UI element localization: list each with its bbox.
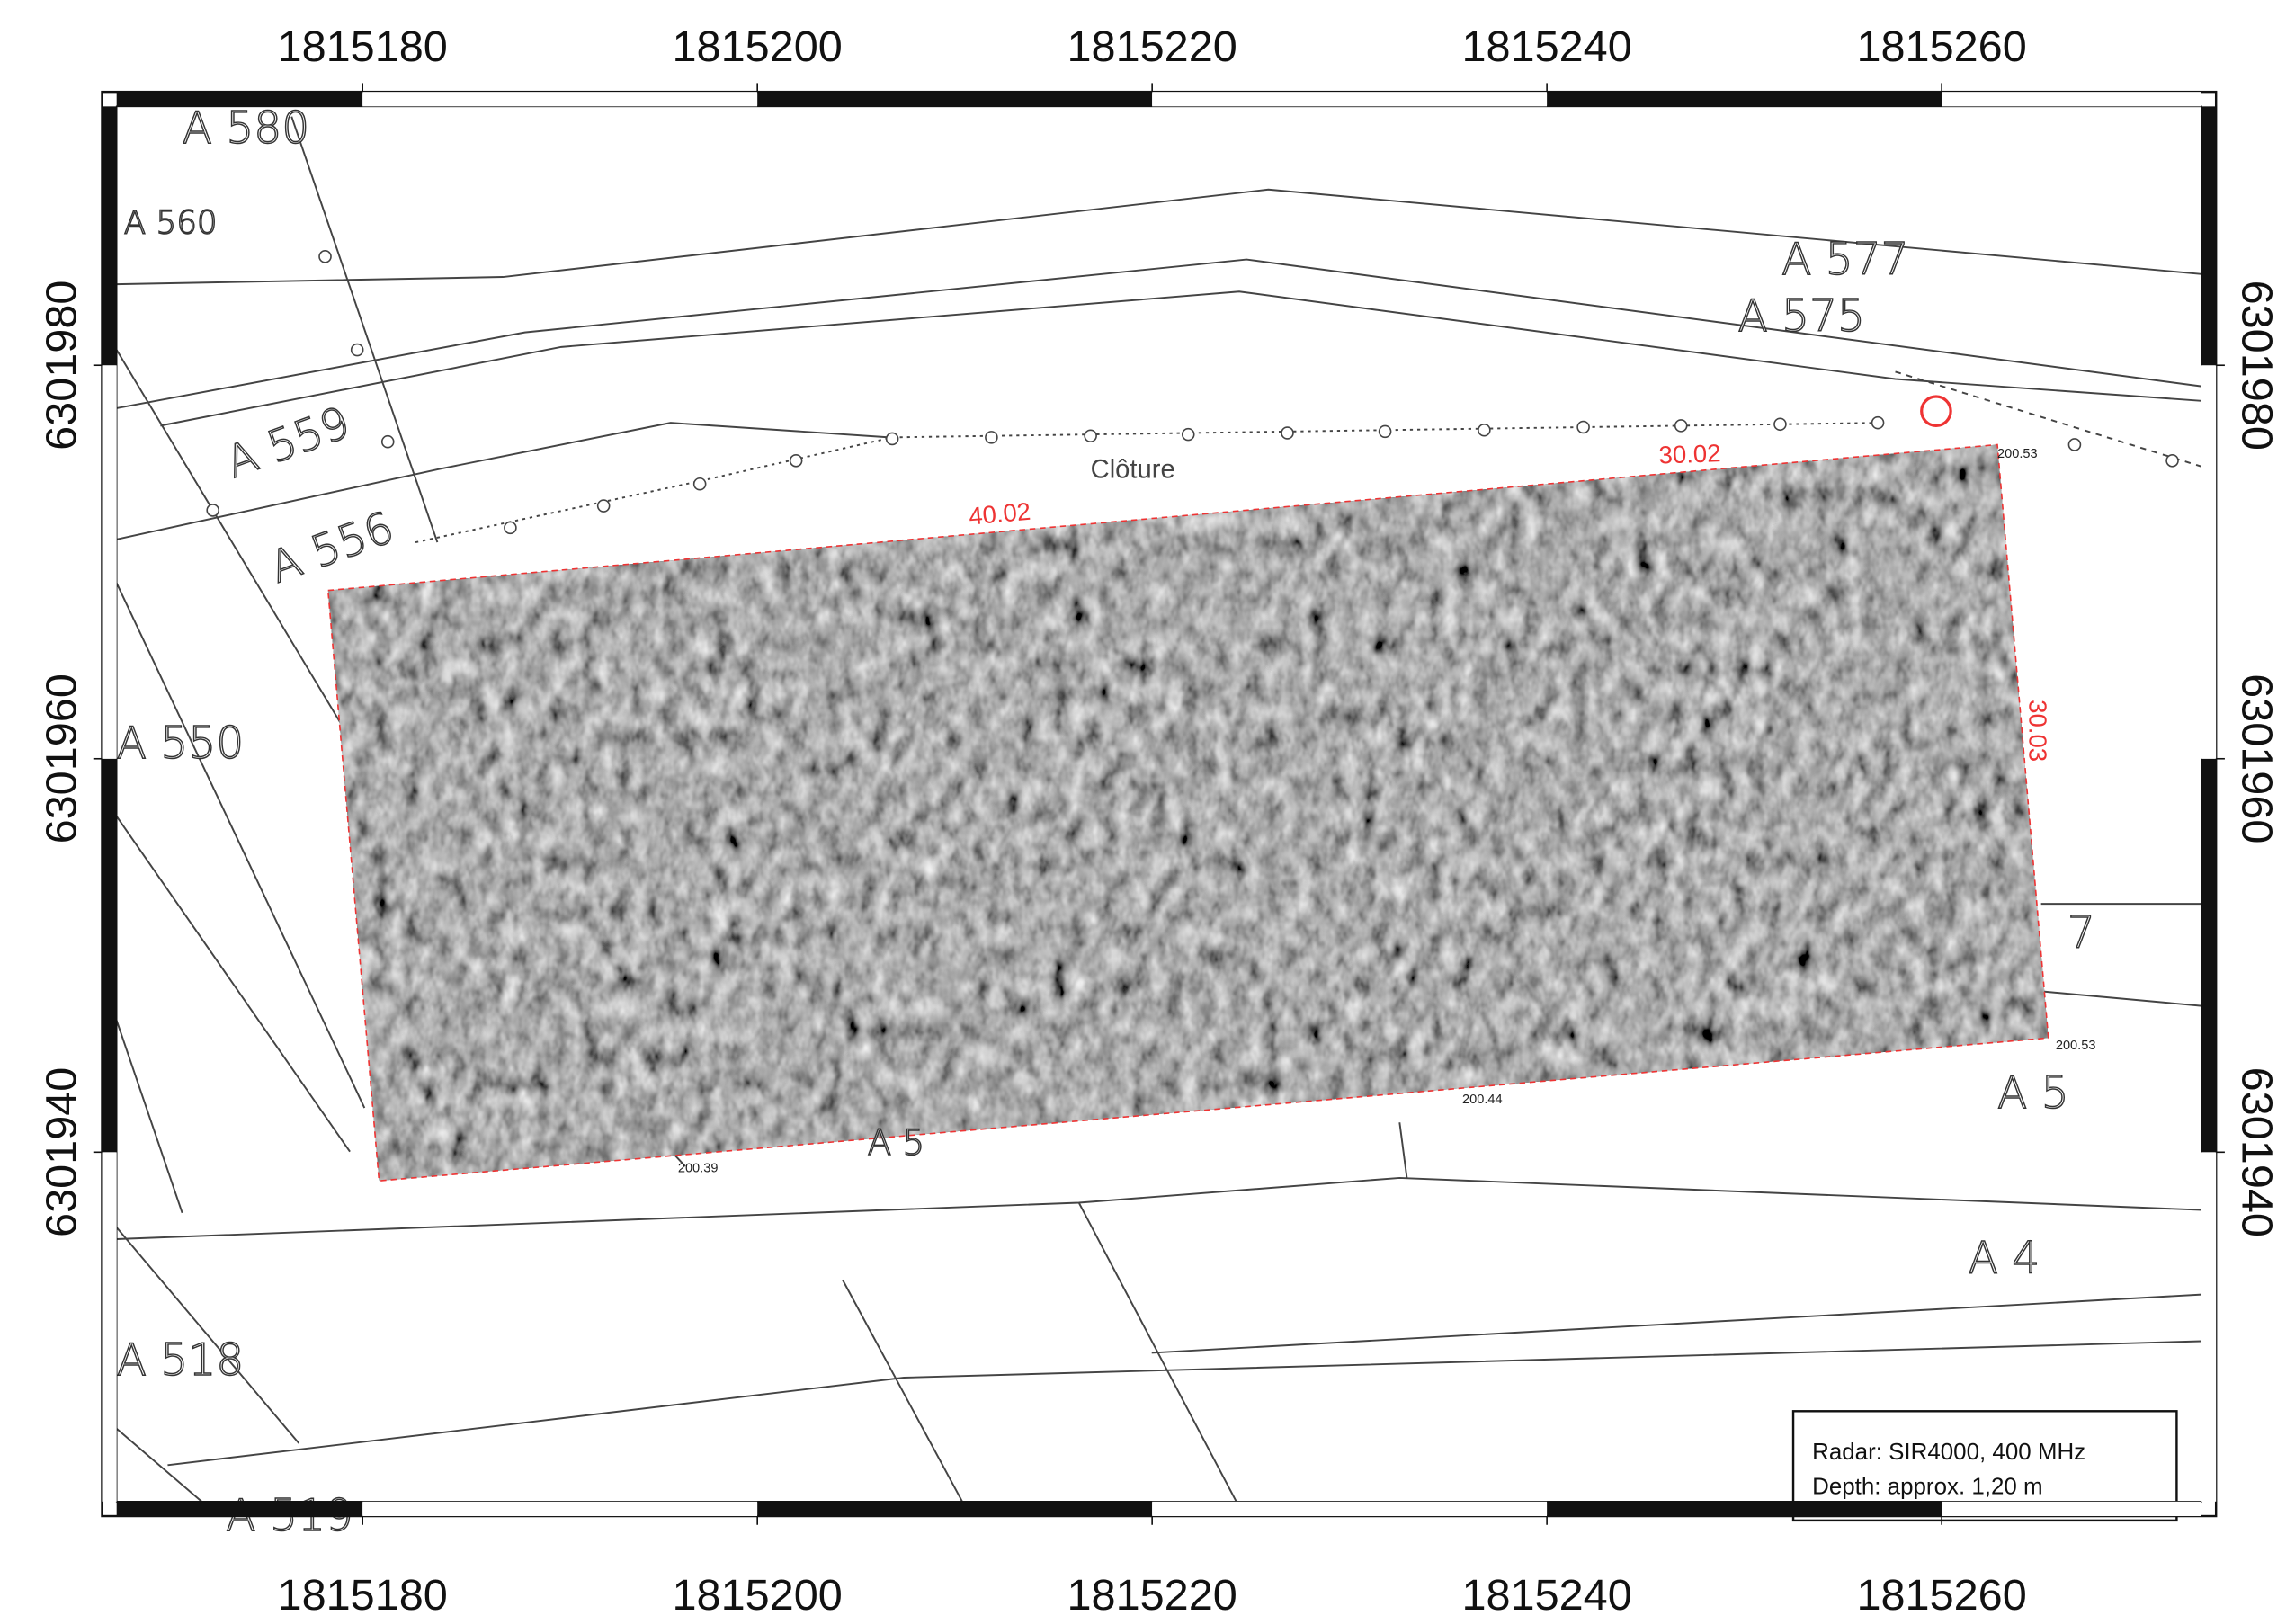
map: A 580 A 560 A 559 A 556 A 550 A 518 A 5 1… — [0, 0, 2286, 1624]
border-segment — [2201, 759, 2216, 1153]
parcel-label: A 518 — [117, 1335, 245, 1386]
parcel-label: A 556 — [263, 503, 400, 593]
y-tick-label: 6301980 — [37, 281, 85, 451]
border-segment — [2201, 365, 2216, 759]
radar-image — [321, 437, 2056, 1188]
legend-line: Depth: approx. 1,20 m — [1812, 1475, 2043, 1500]
border-segment — [1152, 92, 1547, 106]
parcel-label: A 560 — [124, 204, 218, 241]
legend-line: Radar: SIR4000, 400 MHz — [1812, 1440, 2085, 1465]
y-tick-label: 6301980 — [2232, 281, 2281, 451]
parcel-label: A 575 — [1737, 291, 1865, 342]
x-tick-label: 1815220 — [1067, 1571, 1237, 1620]
border-segment — [117, 92, 363, 106]
x-tick-label: 1815180 — [278, 22, 448, 71]
border-segment — [1152, 1502, 1547, 1516]
y-tick-label: 6301940 — [37, 1067, 85, 1237]
border-segment — [362, 1502, 757, 1516]
border-segment — [102, 759, 116, 1153]
border-segment — [102, 106, 116, 365]
y-tick-label: 6301960 — [2232, 674, 2281, 843]
x-tick-label: 1815200 — [673, 22, 843, 71]
x-tick-label: 1815200 — [673, 1571, 843, 1620]
parcel-label: A 559 — [219, 397, 356, 488]
border-segment — [117, 1502, 363, 1516]
elevation-label: 200.44 — [1462, 1093, 1503, 1107]
border-segment — [1942, 1502, 2201, 1516]
border-segment — [1547, 1502, 1942, 1516]
elevation-label: 200.53 — [2056, 1039, 2096, 1053]
x-tick-label: 1815260 — [1856, 1571, 2026, 1620]
parcel-label: A 5 — [868, 1123, 925, 1164]
border-segment — [362, 92, 757, 106]
border-segment — [102, 1152, 116, 1502]
dimension-label: 40.02 — [968, 497, 1031, 531]
border-segment — [757, 1502, 1152, 1516]
border-segment — [1547, 92, 1942, 106]
elevation-label: 200.39 — [678, 1161, 719, 1175]
parcel-label: A 580 — [183, 103, 310, 154]
border-segment — [2201, 106, 2216, 365]
x-tick-label: 1815240 — [1461, 1571, 1631, 1620]
page: A 580 A 560 A 559 A 556 A 550 A 518 A 5 1… — [0, 0, 2286, 1624]
x-tick-label: 1815180 — [278, 1571, 448, 1620]
border-segment — [757, 92, 1152, 106]
parcel-label: A 577 — [1781, 235, 1909, 285]
parcel-label: A 5 — [1997, 1068, 2069, 1119]
x-tick-label: 1815260 — [1856, 22, 2026, 71]
y-tick-label: 6301940 — [2232, 1067, 2281, 1237]
dimension-label: 30.03 — [2024, 700, 2052, 762]
parcel-label: 7 — [2067, 908, 2095, 959]
border-segment — [1942, 92, 2201, 106]
border-segment — [2201, 1152, 2216, 1502]
fence-label: Clôture — [1091, 456, 1175, 485]
elevation-label: 200.53 — [1997, 447, 2038, 461]
dimension-label: 30.02 — [1658, 439, 1721, 468]
parcel-label: A 4 — [1969, 1233, 2040, 1283]
y-tick-label: 6301960 — [37, 674, 85, 843]
border-segment — [102, 365, 116, 759]
parcel-label: A 550 — [117, 718, 245, 769]
x-tick-label: 1815240 — [1461, 22, 1631, 71]
x-tick-label: 1815220 — [1067, 22, 1237, 71]
